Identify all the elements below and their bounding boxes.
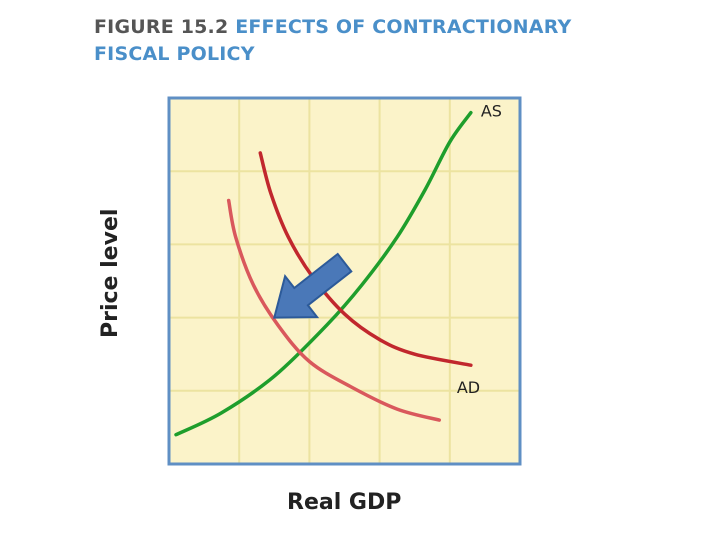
series-line-ad2 [226, 198, 442, 422]
y-axis-label: Price level [98, 208, 123, 338]
plot-border [167, 96, 522, 466]
series-label-as: AS [481, 102, 502, 121]
series-layer [174, 110, 473, 437]
figure-title: FIGURE 15.2 EFFECTS OF CONTRACTIONARY FI… [94, 14, 571, 68]
figure-title-line-2: FISCAL POLICY [94, 43, 255, 65]
series-label-ad: AD [457, 378, 480, 397]
figure-title-line-1: FIGURE 15.2 EFFECTS OF CONTRACTIONARY [94, 14, 571, 41]
series-line-ad [258, 151, 473, 367]
shift-arrow [273, 252, 353, 319]
figure-number: FIGURE 15.2 [94, 16, 229, 38]
arrow-layer [273, 252, 353, 319]
plot-area [169, 98, 520, 464]
curve-labels: AS AD [457, 102, 502, 398]
series-line-as [174, 110, 473, 437]
x-axis-label: Real GDP [287, 490, 402, 515]
figure-title-text-1: EFFECTS OF CONTRACTIONARY [235, 16, 572, 38]
